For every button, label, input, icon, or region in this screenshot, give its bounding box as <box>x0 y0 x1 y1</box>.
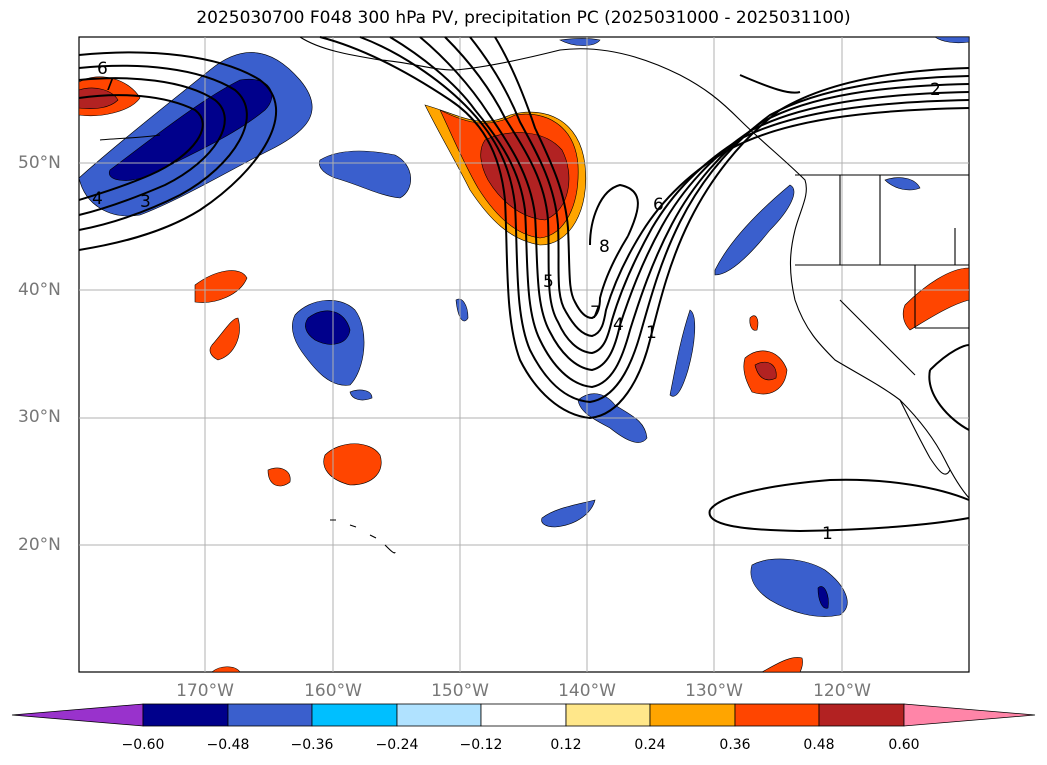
contour-label: 7 <box>104 75 115 95</box>
contour-label: 1 <box>822 524 833 544</box>
lon-label: 150°W <box>431 681 489 701</box>
graticule <box>79 37 969 672</box>
contour-label: 6 <box>653 195 664 215</box>
colorbar-tick: 0.48 <box>803 737 835 753</box>
contour-label: 3 <box>140 192 151 212</box>
lat-label: 20°N <box>18 535 61 555</box>
colorbar-tick: 0.36 <box>719 737 751 753</box>
colorbar-tick: 0.60 <box>888 737 920 753</box>
pv-contours <box>78 36 970 533</box>
contour-label: 4 <box>613 315 624 335</box>
colorbar-tick: −0.48 <box>206 737 250 753</box>
lon-label: 170°W <box>176 681 234 701</box>
lon-label: 120°W <box>813 681 871 701</box>
contour-label: 2 <box>930 80 941 100</box>
contour-label: 7 <box>590 303 601 323</box>
colorbar-tick: −0.60 <box>121 737 165 753</box>
contour-label: 1 <box>646 323 657 343</box>
colorbar-tick: −0.12 <box>459 737 503 753</box>
colorbar-tick: 0.12 <box>550 737 582 753</box>
colorbar <box>11 703 1036 727</box>
lat-label: 30°N <box>18 407 61 427</box>
colorbar-tick: −0.24 <box>375 737 419 753</box>
lon-label: 140°W <box>558 681 616 701</box>
contour-label: 5 <box>543 272 554 292</box>
colorbar-tick: −0.36 <box>290 737 334 753</box>
contour-label: 8 <box>599 237 610 257</box>
colorbar-tick: 0.24 <box>634 737 666 753</box>
contour-label: 6 <box>97 59 108 79</box>
lat-label: 50°N <box>18 153 61 173</box>
lat-label: 40°N <box>18 280 61 300</box>
colorbar-extend-min <box>11 703 144 727</box>
contour-labels: 6 7 4 3 5 8 7 4 1 6 2 1 <box>92 59 941 544</box>
lon-label: 130°W <box>685 681 743 701</box>
colorbar-extend-max <box>903 703 1036 727</box>
lon-label: 160°W <box>304 681 362 701</box>
contour-label: 4 <box>92 189 103 209</box>
map-title: 2025030700 F048 300 hPa PV, precipitatio… <box>196 8 851 28</box>
